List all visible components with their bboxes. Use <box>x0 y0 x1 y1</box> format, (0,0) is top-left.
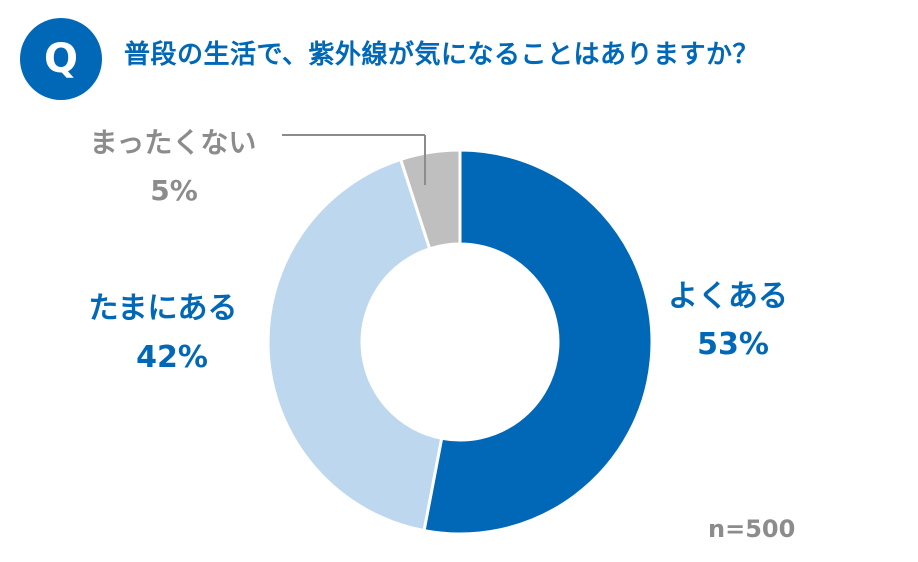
label-category-1: たまにある <box>88 291 237 326</box>
question-badge: Q <box>20 18 102 100</box>
donut-slices <box>266 148 654 536</box>
label-percent-0: 53% <box>697 327 769 362</box>
sample-size: n=500 <box>708 515 796 543</box>
label-percent-1: 42% <box>136 340 208 375</box>
donut-slice-1 <box>266 157 444 533</box>
question-title: 普段の生活で、紫外線が気になることはありますか？ <box>124 40 759 70</box>
donut-slice-2 <box>398 148 462 251</box>
label-category-2: まったくない <box>90 126 257 159</box>
donut-slice-0 <box>422 148 654 536</box>
label-category-0: よくある <box>668 279 788 314</box>
label-percent-2: 5% <box>150 174 198 207</box>
